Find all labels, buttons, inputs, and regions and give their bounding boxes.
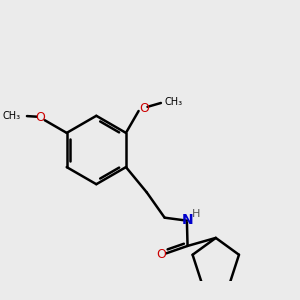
Text: CH₃: CH₃ [3,111,21,121]
Text: O: O [35,111,45,124]
Text: N: N [182,213,193,227]
Text: O: O [139,101,149,115]
Text: CH₃: CH₃ [165,97,183,107]
Text: H: H [192,209,200,219]
Text: O: O [156,248,166,261]
